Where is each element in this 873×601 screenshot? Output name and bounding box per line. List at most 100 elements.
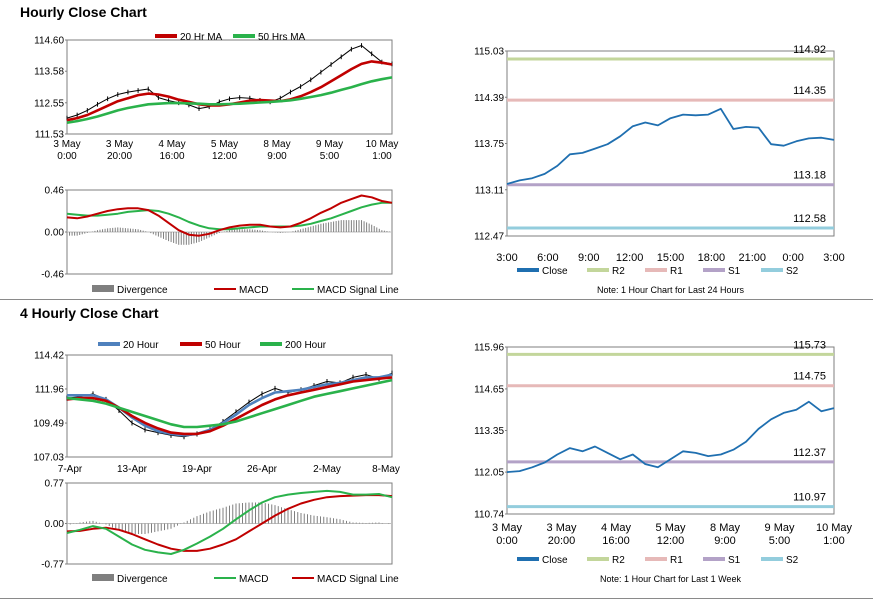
level-value-s1: 112.37 bbox=[793, 447, 826, 459]
level-value-s1: 113.18 bbox=[793, 170, 826, 182]
legend-item-1: MACD bbox=[239, 285, 268, 296]
y-tick-label: 114.39 bbox=[474, 93, 504, 104]
four-hourly-section-title: 4 Hourly Close Chart bbox=[20, 305, 159, 321]
x-tick-label: 15:00 bbox=[657, 252, 685, 264]
y-tick-label: 112.55 bbox=[34, 98, 64, 109]
x-tick-label: 3:00 bbox=[823, 252, 844, 264]
legend-item-close: Close bbox=[542, 266, 568, 277]
x-tick-label: 8 May bbox=[710, 522, 740, 534]
bottom-divider bbox=[0, 598, 873, 599]
plot-frame bbox=[506, 50, 835, 237]
legend-item-close: Close bbox=[542, 555, 568, 566]
plot-frame bbox=[66, 354, 393, 458]
x-tick-label: 12:00 bbox=[657, 535, 685, 547]
legend-item-0-swatch bbox=[92, 285, 114, 292]
level-value-r2: 114.92 bbox=[793, 44, 826, 56]
x-tick-label: 3 May bbox=[53, 139, 80, 150]
close-line bbox=[506, 400, 835, 473]
hourly-section-title: Hourly Close Chart bbox=[20, 4, 147, 20]
legend-item-ma-200hour-line: 200 Hour bbox=[285, 340, 327, 351]
level-value-s2: 110.97 bbox=[793, 492, 826, 504]
x-tick-label: 19-Apr bbox=[182, 464, 213, 475]
chart-note: Note: 1 Hour Chart for Last 24 Hours bbox=[597, 285, 745, 295]
x-tick-label: 12:00 bbox=[212, 151, 237, 162]
x-tick-label: 1:00 bbox=[823, 535, 844, 547]
legend-item-r2: R2 bbox=[612, 266, 625, 277]
x-tick-label: 10 May bbox=[366, 139, 399, 150]
x-tick-label: 7-Apr bbox=[58, 464, 83, 475]
x-tick-label: 10 May bbox=[816, 522, 853, 534]
x-tick-label: 9 May bbox=[765, 522, 795, 534]
level-value-s2: 112.58 bbox=[793, 213, 826, 225]
y-tick-label: 107.03 bbox=[33, 453, 64, 464]
x-tick-label: 5:00 bbox=[769, 535, 790, 547]
y-tick-label: -0.77 bbox=[41, 560, 64, 571]
y-tick-label: 113.35 bbox=[474, 426, 504, 437]
plot-frame bbox=[66, 39, 393, 135]
legend-item-0: Divergence bbox=[117, 285, 168, 296]
y-tick-label: 111.96 bbox=[35, 384, 65, 395]
x-tick-label: 0:00 bbox=[496, 535, 517, 547]
legend-item-s1: S1 bbox=[728, 266, 741, 277]
x-tick-label: 1:00 bbox=[372, 151, 392, 162]
x-tick-label: 3 May bbox=[106, 139, 133, 150]
x-tick-label: 18:00 bbox=[698, 252, 726, 264]
x-tick-label: 26-Apr bbox=[247, 464, 278, 475]
x-tick-label: 9 May bbox=[316, 139, 343, 150]
x-tick-label: 5:00 bbox=[320, 151, 340, 162]
x-tick-label: 9:00 bbox=[267, 151, 287, 162]
x-tick-label: 16:00 bbox=[159, 151, 184, 162]
y-tick-label: 113.75 bbox=[474, 139, 504, 150]
ma-50hr-line bbox=[66, 76, 393, 124]
y-tick-label: 0.00 bbox=[45, 228, 65, 239]
macd-line bbox=[66, 194, 393, 237]
x-tick-label: 3 May bbox=[492, 522, 522, 534]
macd-line bbox=[66, 489, 393, 555]
legend-item-s1: S1 bbox=[728, 555, 741, 566]
y-tick-label: 110.74 bbox=[474, 510, 504, 521]
price-line bbox=[66, 45, 393, 119]
y-tick-label: -0.46 bbox=[41, 270, 64, 281]
x-tick-label: 4 May bbox=[601, 522, 631, 534]
x-tick-label: 8-May bbox=[372, 464, 400, 475]
x-tick-label: 0:00 bbox=[57, 151, 77, 162]
legend-item-2: MACD Signal Line bbox=[317, 574, 399, 585]
x-tick-label: 9:00 bbox=[578, 252, 599, 264]
legend-item-s2: S2 bbox=[786, 555, 799, 566]
x-tick-label: 8 May bbox=[263, 139, 290, 150]
x-tick-label: 12:00 bbox=[616, 252, 644, 264]
x-tick-label: 6:00 bbox=[537, 252, 558, 264]
macd-signal-line bbox=[66, 201, 392, 231]
legend-item-0-swatch bbox=[92, 574, 114, 581]
x-tick-label: 13-Apr bbox=[117, 464, 148, 475]
x-tick-label: 20:00 bbox=[107, 151, 132, 162]
y-tick-label: 114.65 bbox=[474, 384, 504, 395]
y-tick-label: 109.49 bbox=[33, 419, 64, 430]
level-value-r2: 115.73 bbox=[793, 339, 826, 351]
close-line bbox=[506, 107, 835, 185]
x-tick-label: 5 May bbox=[656, 522, 686, 534]
y-tick-label: 115.96 bbox=[474, 343, 504, 354]
legend-item-r2: R2 bbox=[612, 555, 625, 566]
x-tick-label: 2-May bbox=[313, 464, 341, 475]
x-tick-label: 21:00 bbox=[738, 252, 766, 264]
chart-note: Note: 1 Hour Chart for Last 1 Week bbox=[600, 574, 741, 584]
x-tick-label: 20:00 bbox=[548, 535, 576, 547]
y-tick-label: 114.42 bbox=[34, 351, 64, 362]
macd-signal-line bbox=[66, 494, 393, 552]
y-tick-label: 113.11 bbox=[475, 185, 505, 196]
y-tick-label: 0.77 bbox=[45, 479, 65, 490]
y-tick-label: 0.46 bbox=[45, 186, 65, 197]
legend-item-s2: S2 bbox=[786, 266, 799, 277]
legend-item-ma-50hr-line: 50 Hrs MA bbox=[258, 32, 306, 43]
legend-item-1: MACD bbox=[239, 574, 268, 585]
y-tick-label: 111.53 bbox=[35, 130, 65, 141]
x-tick-label: 16:00 bbox=[602, 535, 630, 547]
y-tick-label: 113.58 bbox=[34, 67, 64, 78]
legend-item-r1: R1 bbox=[670, 266, 683, 277]
legend-item-ma-20hr-line: 20 Hr MA bbox=[180, 32, 223, 43]
x-tick-label: 4 May bbox=[158, 139, 185, 150]
ma-200hour-line bbox=[66, 378, 393, 429]
